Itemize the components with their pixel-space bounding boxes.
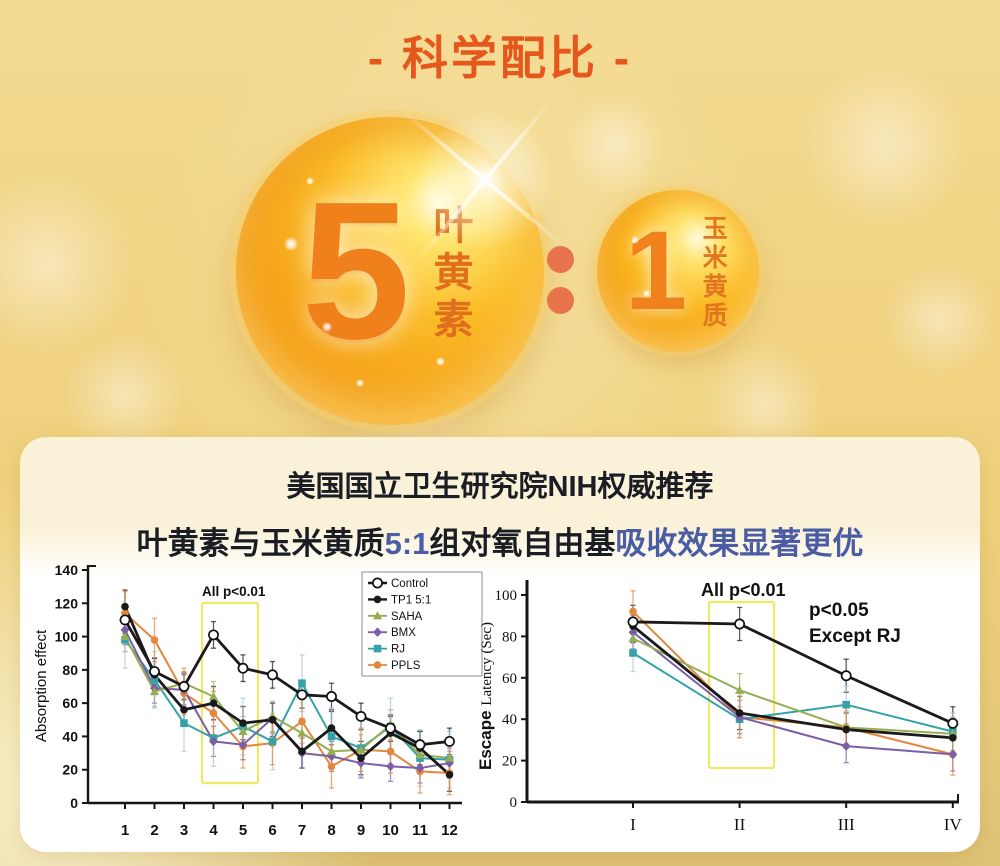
svg-text:80: 80 [502, 629, 517, 645]
subtitle-part: 吸收效果显著更优 [615, 526, 864, 561]
svg-text:RJ: RJ [391, 644, 405, 656]
ratio-number-lutein: 5 [301, 161, 411, 380]
sparkle-dot [284, 237, 298, 251]
svg-text:120: 120 [55, 595, 79, 611]
sparkle-dot [306, 177, 314, 185]
bokeh-circle [0, 170, 140, 360]
svg-text:9: 9 [357, 822, 365, 839]
card-heading: 美国国立卫生研究院NIH权威推荐 [286, 471, 714, 503]
svg-text:II: II [734, 815, 746, 834]
svg-text:PPLS: PPLS [391, 660, 421, 672]
svg-text:I: I [630, 815, 636, 834]
sparkle-dot [356, 379, 364, 387]
svg-text:TP1 5:1: TP1 5:1 [391, 594, 431, 606]
svg-text:20: 20 [62, 762, 78, 778]
svg-text:All p<0.01: All p<0.01 [202, 584, 266, 599]
svg-text:1: 1 [121, 822, 129, 839]
svg-text:140: 140 [55, 562, 79, 578]
svg-text:5: 5 [239, 822, 247, 839]
page-title: - 科学配比 - [367, 32, 633, 84]
svg-text:6: 6 [268, 822, 276, 839]
sparkle-dot [436, 357, 445, 366]
colon-dot [547, 287, 574, 314]
svg-text:BMX: BMX [391, 627, 416, 639]
svg-text:12: 12 [441, 822, 458, 839]
bokeh-circle [880, 260, 1000, 380]
svg-text:8: 8 [327, 822, 335, 839]
svg-text:60: 60 [62, 695, 78, 711]
subtitle-part: 叶黄素与玉米黄质 [136, 526, 385, 561]
svg-text:11: 11 [412, 822, 428, 839]
svg-text:60: 60 [502, 671, 517, 687]
svg-text:SAHA: SAHA [391, 611, 423, 623]
svg-text:100: 100 [495, 588, 518, 604]
sparkle-dot [322, 322, 332, 332]
evidence-card: 美国国立卫生研究院NIH权威推荐 叶黄素与玉米黄质5:1组对氧自由基吸收效果显著… [20, 437, 980, 852]
zeaxanthin-sphere: 1 玉米黄质 [597, 190, 759, 352]
svg-text:7: 7 [298, 822, 306, 839]
ratio-colon [547, 246, 574, 314]
lutein-sphere: 5 叶黄素 [236, 60, 605, 425]
bokeh-circle [560, 90, 670, 200]
svg-text:0: 0 [510, 795, 518, 811]
svg-text:40: 40 [62, 728, 78, 744]
ratio-number-zeaxanthin: 1 [624, 208, 688, 333]
svg-text:100: 100 [55, 629, 79, 645]
svg-text:2: 2 [150, 822, 158, 839]
sparkle-dot [643, 290, 650, 297]
svg-text:Except RJ: Except RJ [809, 626, 901, 647]
svg-text:IV: IV [944, 815, 963, 834]
svg-text:80: 80 [62, 662, 78, 678]
svg-text:20: 20 [502, 754, 517, 770]
svg-text:Escape Latency (Sec): Escape Latency (Sec) [476, 622, 495, 770]
svg-text:10: 10 [382, 822, 399, 839]
colon-dot [547, 246, 574, 273]
svg-text:Absorption effect: Absorption effect [33, 629, 50, 742]
subtitle-part: 5:1 [384, 526, 430, 561]
svg-text:III: III [838, 815, 855, 834]
svg-text:0: 0 [70, 795, 78, 811]
svg-text:40: 40 [502, 712, 517, 728]
sparkle-dot [631, 236, 639, 244]
svg-text:4: 4 [209, 822, 218, 839]
svg-text:Control: Control [391, 578, 428, 590]
svg-text:All p<0.01: All p<0.01 [701, 580, 786, 600]
lutein-label: 叶黄素 [427, 203, 472, 345]
svg-text:p<0.05: p<0.05 [809, 600, 869, 621]
subtitle-part: 组对氧自由基 [429, 526, 616, 561]
zeaxanthin-label: 玉米黄质 [699, 215, 728, 331]
svg-text:3: 3 [180, 822, 188, 839]
card-subtitle: 叶黄素与玉米黄质5:1组对氧自由基吸收效果显著更优 [20, 518, 980, 563]
